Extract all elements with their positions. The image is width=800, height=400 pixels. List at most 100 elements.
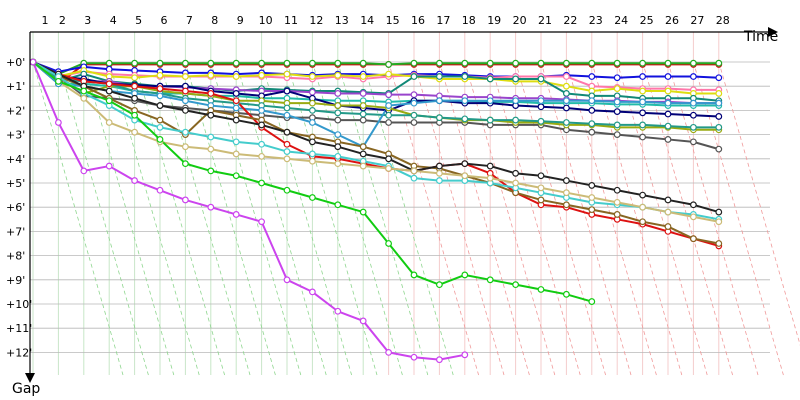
data-point	[283, 276, 291, 284]
data-point	[207, 203, 215, 211]
data-point	[55, 119, 62, 126]
data-point	[309, 99, 316, 107]
data-point	[715, 218, 723, 226]
data-point	[131, 177, 139, 184]
data-point	[664, 122, 672, 130]
data-point	[283, 186, 291, 194]
x-tick-label: 4	[110, 14, 117, 27]
data-point	[258, 59, 266, 67]
data-point	[55, 77, 62, 85]
data-point	[613, 98, 621, 106]
data-point	[588, 73, 596, 80]
y-axis-arrow	[25, 373, 35, 383]
data-point	[639, 73, 646, 80]
diagonal-guide	[642, 61, 733, 376]
data-point	[690, 201, 697, 209]
data-point	[207, 145, 215, 153]
diagonal-guide	[362, 61, 454, 376]
data-point	[359, 208, 367, 216]
data-point	[359, 73, 367, 80]
data-point	[537, 184, 545, 192]
data-point	[309, 119, 316, 126]
x-tick-label: 16	[411, 14, 425, 27]
data-point	[715, 74, 723, 82]
data-point	[436, 114, 443, 122]
diagonal-guide	[286, 61, 378, 376]
data-point	[486, 75, 494, 83]
data-point	[283, 104, 291, 112]
data-point	[537, 75, 545, 83]
data-point	[232, 73, 240, 80]
diagonal-guide	[413, 61, 505, 376]
series-lines	[32, 61, 720, 361]
data-point	[436, 59, 443, 67]
x-tick-label: 19	[487, 14, 501, 27]
data-point	[258, 218, 266, 226]
data-point	[613, 74, 621, 82]
data-point	[537, 59, 545, 67]
data-point	[207, 133, 215, 141]
data-point	[715, 145, 723, 153]
data-point	[334, 59, 342, 67]
data-point	[588, 206, 596, 214]
series-points	[29, 58, 723, 364]
data-point	[715, 59, 723, 67]
data-point	[690, 235, 697, 243]
data-point	[410, 59, 418, 67]
data-point	[588, 97, 596, 105]
data-point	[410, 119, 418, 126]
data-point	[563, 59, 570, 67]
y-tick-label: +7'	[6, 225, 25, 238]
y-tick-label: +6'	[6, 201, 25, 214]
data-point	[309, 194, 316, 201]
data-point	[207, 167, 215, 175]
data-point	[359, 110, 367, 118]
data-point	[105, 119, 113, 126]
x-tick-label: 15	[386, 14, 400, 27]
data-point	[334, 102, 342, 109]
diagonal-guide	[540, 61, 632, 376]
diagonal-guide	[616, 61, 708, 376]
data-point	[359, 59, 367, 67]
data-point	[156, 102, 164, 109]
data-point	[359, 317, 367, 325]
data-point	[715, 99, 723, 107]
data-point	[156, 116, 164, 124]
series-line	[32, 61, 719, 129]
data-point	[410, 99, 418, 107]
data-point	[486, 174, 494, 182]
data-point	[283, 87, 291, 95]
data-point	[639, 87, 646, 95]
diagonal-guide	[388, 61, 479, 376]
data-point	[385, 349, 393, 356]
data-point	[639, 133, 646, 141]
data-point	[613, 59, 621, 67]
data-point	[334, 71, 342, 79]
x-tick-label: 13	[335, 14, 349, 27]
y-tick-label: +8'	[6, 250, 25, 263]
data-point	[486, 162, 494, 170]
data-point	[690, 59, 697, 67]
data-point	[690, 213, 697, 221]
data-point	[156, 71, 164, 79]
series-line	[32, 61, 720, 247]
diagonal-guide	[693, 61, 784, 376]
data-point	[410, 91, 418, 99]
data-point	[29, 58, 37, 66]
data-point	[156, 186, 164, 194]
x-tick-label: 1	[42, 14, 49, 27]
diagonal-guide	[489, 61, 581, 376]
data-point	[156, 92, 164, 100]
data-point	[664, 208, 672, 216]
x-tick-label: 5	[135, 14, 142, 27]
data-point	[461, 73, 469, 80]
data-point	[486, 116, 494, 124]
data-point	[563, 290, 570, 298]
data-point	[613, 85, 621, 93]
series-line	[32, 61, 719, 223]
data-point	[461, 172, 469, 180]
x-tick-label: 22	[563, 14, 577, 27]
data-point	[512, 179, 519, 187]
y-axis-title: Gap	[12, 381, 40, 397]
data-point	[105, 59, 113, 67]
